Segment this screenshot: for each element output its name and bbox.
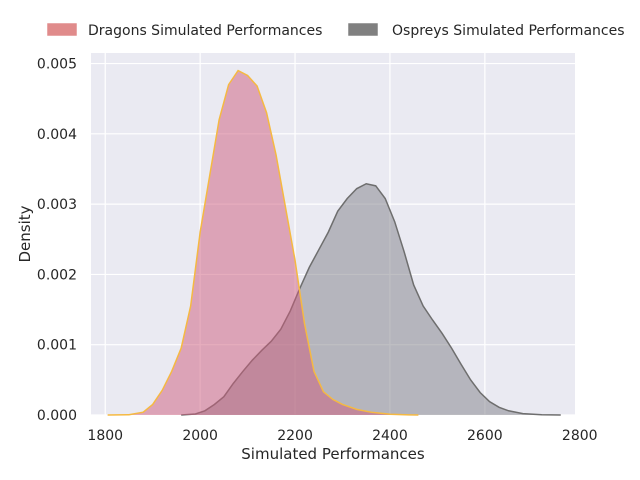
y-axis-label: Density: [16, 205, 34, 262]
x-tick-label: 2200: [277, 428, 313, 444]
x-tick-label: 2800: [562, 428, 598, 444]
density-line-0: [107, 69, 419, 416]
y-tick-label: 0.005: [37, 57, 77, 73]
y-tick-label: 0.002: [37, 267, 77, 283]
x-tick-label: 2600: [467, 428, 503, 444]
x-tick-labels: 1800 2000 2200 2400 2600 2800: [87, 428, 597, 444]
y-tick-label: 0.000: [37, 408, 77, 424]
y-tick-label: 0.001: [37, 338, 77, 354]
y-tick-label: 0.003: [37, 197, 77, 213]
x-tick-label: 1800: [87, 428, 123, 444]
legend-label-ospreys: Ospreys Simulated Performances: [392, 23, 625, 39]
legend: Dragons Simulated Performances Ospreys S…: [46, 22, 625, 39]
x-tick-label: 2400: [372, 428, 408, 444]
y-tick-label: 0.004: [37, 127, 77, 143]
x-tick-label: 2000: [182, 428, 218, 444]
legend-swatch-dragons: [46, 22, 78, 37]
y-tick-labels: 0.000 0.001 0.002 0.003 0.004 0.005: [37, 57, 77, 424]
legend-label-dragons: Dragons Simulated Performances: [88, 23, 322, 39]
density-areas: [107, 69, 561, 416]
x-axis-label: Simulated Performances: [241, 445, 425, 463]
density-fill-0: [107, 70, 419, 415]
legend-swatch-ospreys: [347, 22, 379, 37]
